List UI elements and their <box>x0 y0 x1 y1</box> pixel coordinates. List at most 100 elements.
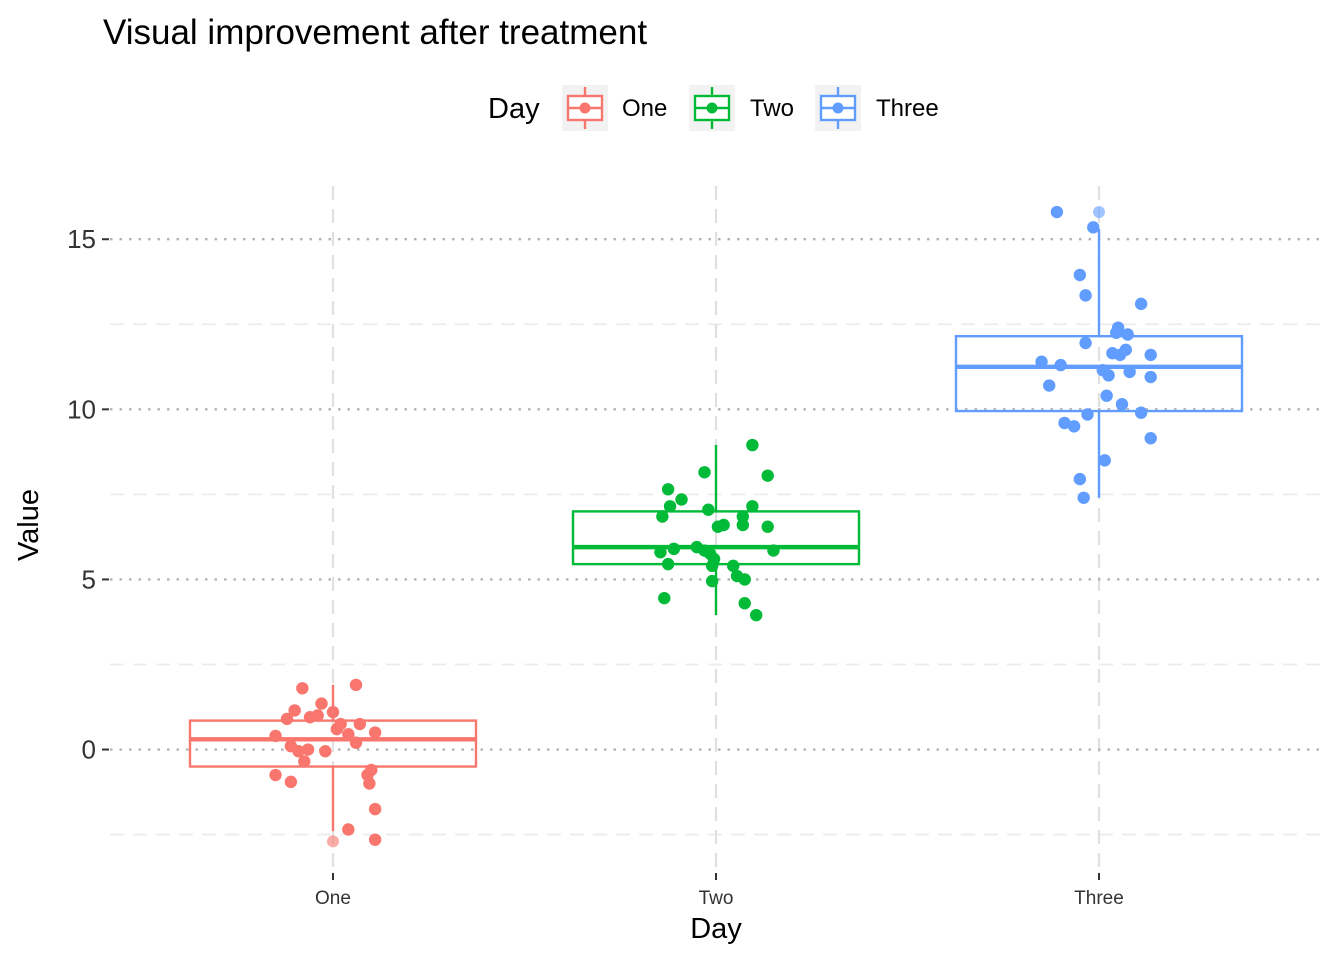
data-point <box>746 438 759 452</box>
data-point <box>1134 406 1148 419</box>
data-point <box>661 483 675 496</box>
data-point <box>746 500 759 513</box>
data-point <box>1134 297 1148 311</box>
data-point <box>363 777 376 790</box>
data-point <box>1077 491 1090 504</box>
data-point <box>750 608 763 622</box>
legend-title: Day <box>488 93 540 125</box>
series-three <box>954 205 1244 504</box>
data-point <box>368 833 382 846</box>
y-tick-label: 10 <box>67 394 96 424</box>
legend-key-point <box>832 102 844 114</box>
data-point <box>698 466 711 479</box>
series-layer <box>188 205 1244 848</box>
chart-title: Visual improvement after treatment <box>103 13 647 52</box>
data-point <box>738 597 751 610</box>
data-point <box>319 745 332 758</box>
data-point <box>658 591 671 605</box>
data-point <box>1073 268 1087 282</box>
data-point <box>654 546 667 559</box>
series-two <box>571 438 861 622</box>
legend-key-point <box>706 102 718 114</box>
outlier-point <box>1093 206 1105 219</box>
data-point <box>727 559 740 573</box>
data-point <box>280 712 294 726</box>
y-tick-label: 5 <box>82 564 96 594</box>
data-point <box>761 469 774 482</box>
data-point <box>1121 328 1134 341</box>
legend: Day One Two Three <box>488 85 939 131</box>
data-point <box>767 544 780 557</box>
data-point <box>1110 326 1123 339</box>
data-point <box>1144 348 1157 362</box>
data-point <box>288 704 301 717</box>
x-axis: One Two Three <box>315 873 1124 909</box>
x-tick-label: One <box>315 888 351 909</box>
data-point <box>284 775 298 789</box>
series-one <box>188 678 478 848</box>
y-tick-label: 0 <box>82 735 96 765</box>
data-point <box>667 542 681 556</box>
data-point <box>1054 358 1067 372</box>
y-tick-label: 15 <box>67 224 96 254</box>
data-point <box>342 823 355 836</box>
data-point <box>1113 348 1127 362</box>
y-axis: 0 5 10 15 <box>67 224 109 765</box>
data-point <box>315 697 328 710</box>
data-point <box>330 722 344 736</box>
data-point <box>736 518 750 532</box>
data-point <box>269 729 282 743</box>
y-axis-title: Value <box>13 489 45 561</box>
data-point <box>311 709 324 722</box>
data-point <box>353 717 367 731</box>
data-point <box>1043 379 1056 392</box>
x-tick-label: Three <box>1074 888 1124 909</box>
data-point <box>1087 221 1100 234</box>
data-point <box>1067 420 1081 433</box>
data-point <box>661 557 675 571</box>
data-point <box>296 682 309 695</box>
data-point <box>342 728 355 741</box>
legend-key-point <box>579 102 591 114</box>
data-point <box>663 500 677 513</box>
box <box>188 719 478 768</box>
legend-label: Two <box>750 95 794 122</box>
data-point <box>292 745 305 758</box>
data-point <box>705 559 719 573</box>
legend-item-one: One <box>562 85 667 131</box>
data-point <box>1098 454 1111 467</box>
data-point <box>301 743 315 756</box>
data-point <box>1050 205 1064 219</box>
legend-label: One <box>622 95 667 122</box>
data-point <box>1115 398 1129 411</box>
data-point <box>349 736 363 749</box>
data-point <box>761 520 774 533</box>
legend-item-two: Two <box>689 85 794 131</box>
data-point <box>1079 289 1092 302</box>
data-point <box>711 520 725 533</box>
legend-label: Three <box>876 95 939 122</box>
data-point <box>702 503 715 516</box>
box <box>954 334 1244 413</box>
outlier-point <box>327 835 339 848</box>
data-point <box>269 768 282 782</box>
data-point <box>675 493 688 506</box>
data-point <box>738 573 751 586</box>
data-point <box>1079 336 1092 350</box>
legend-item-three: Three <box>815 85 939 131</box>
data-point <box>1123 365 1136 379</box>
data-point <box>1073 472 1087 486</box>
data-point <box>326 705 340 719</box>
data-point <box>1035 355 1048 368</box>
data-point <box>1144 370 1157 384</box>
x-axis-title: Day <box>690 913 742 945</box>
data-point <box>1102 369 1115 382</box>
data-point <box>1058 416 1071 430</box>
data-point <box>656 510 669 523</box>
data-point <box>349 678 363 692</box>
data-point <box>1100 389 1113 402</box>
data-point <box>368 726 382 739</box>
data-point <box>298 755 311 768</box>
data-point <box>736 510 750 523</box>
